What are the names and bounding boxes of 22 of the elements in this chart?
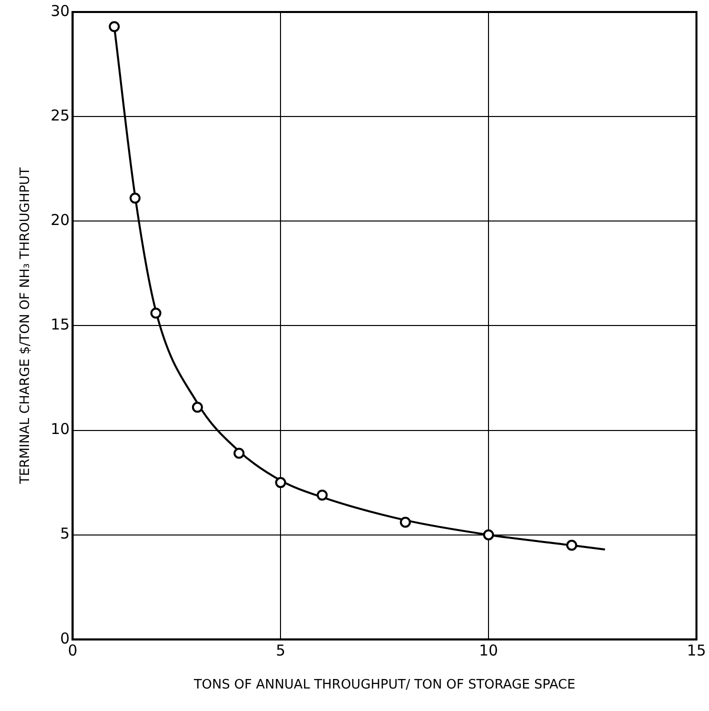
x-axis-title: TONS OF ANNUAL THROUGHPUT/ TON OF STORAGE SPACE bbox=[192, 678, 576, 693]
y-axis-title: TERMINAL CHARGE $/TON OF NH₃ THROUGHPUT bbox=[18, 167, 34, 485]
point bbox=[316, 490, 328, 501]
y-tick-label: 30 bbox=[50, 2, 70, 20]
point bbox=[150, 308, 162, 319]
y-tick-label: 25 bbox=[50, 106, 70, 124]
point bbox=[483, 529, 494, 540]
y-tick-label: 10 bbox=[50, 420, 70, 438]
x-tick-label: 15 bbox=[686, 641, 706, 660]
y-tick-label: 5 bbox=[60, 524, 70, 543]
y-tick-label: 20 bbox=[50, 211, 70, 230]
x-tick-label: 5 bbox=[276, 641, 286, 660]
point bbox=[192, 402, 203, 413]
point bbox=[130, 192, 141, 204]
x-tick-label: 10 bbox=[478, 641, 498, 660]
point bbox=[108, 21, 120, 32]
point bbox=[275, 477, 286, 488]
y-tick-label: 15 bbox=[50, 316, 70, 334]
point bbox=[234, 448, 245, 459]
point bbox=[566, 540, 578, 551]
point bbox=[400, 516, 411, 528]
y-tick-label: 0 bbox=[60, 629, 70, 648]
